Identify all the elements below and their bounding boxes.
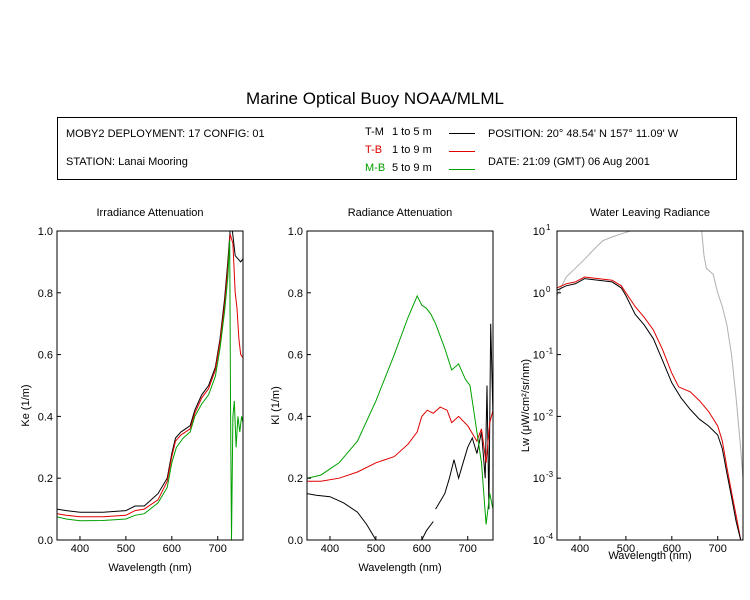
station-label: STATION: Lanai Mooring — [66, 156, 188, 168]
series-line-2-0 — [557, 231, 631, 296]
y-axis-label: Lw (μW/cm²/sr/nm) — [520, 359, 532, 452]
y-axis-label: Ke (1/m) — [20, 384, 32, 426]
y-axis-label: Kl (1/m) — [270, 386, 282, 425]
x-tick-label: 400 — [71, 543, 89, 555]
y-tick-label: 10 — [533, 411, 545, 423]
chart-title: Irradiance Attenuation — [96, 207, 203, 219]
y-tick-label: 0.0 — [38, 535, 53, 547]
y-tick-exponent: 0 — [546, 285, 551, 294]
legend-line-tb — [449, 151, 475, 152]
y-tick-label: 0.6 — [288, 350, 303, 362]
y-tick-label: 0.0 — [288, 535, 303, 547]
date-label: DATE: 21:09 (GMT) 06 Aug 2001 — [488, 156, 650, 168]
series-line-0-1 — [57, 233, 243, 518]
y-tick-exponent: -4 — [546, 532, 554, 541]
plot-frame — [56, 230, 244, 541]
series-line-1-2 — [435, 323, 493, 510]
position-label: POSITION: 20° 48.54' N 157° 11.09' W — [488, 128, 679, 140]
y-tick-label: 0.4 — [38, 411, 53, 423]
x-tick-label: 500 — [117, 543, 135, 555]
x-tick-label: 500 — [367, 543, 385, 555]
series-line-1-0 — [307, 493, 377, 540]
y-tick-label: 10 — [533, 288, 545, 300]
page-title: Marine Optical Buoy NOAA/MLML — [246, 89, 504, 108]
y-tick-label: 0.2 — [38, 473, 53, 485]
series-line-1-3 — [307, 406, 493, 482]
y-tick-exponent: -3 — [546, 470, 554, 479]
x-tick-label: 700 — [459, 543, 477, 555]
chart-title: Water Leaving Radiance — [590, 207, 710, 219]
y-tick-label: 0.8 — [38, 288, 53, 300]
series-line-1-1 — [421, 521, 434, 540]
info-box: MOBY2 DEPLOYMENT: 17 CONFIG: 01 STATION:… — [57, 117, 737, 180]
series-line-2-1 — [701, 231, 743, 479]
y-tick-exponent: -1 — [546, 347, 554, 356]
x-axis-label: Wavelength (nm) — [108, 562, 191, 574]
plot-frame — [556, 230, 744, 541]
y-tick-label: 10 — [533, 473, 545, 485]
legend-line-mb — [449, 169, 475, 170]
y-tick-label: 0.6 — [38, 350, 53, 362]
plot-frame — [306, 230, 494, 541]
legend-code-tb: T-B — [365, 144, 383, 156]
legend-line-tm — [449, 133, 475, 134]
series-line-2-3 — [557, 278, 742, 540]
series-line-0-0 — [57, 231, 243, 513]
x-axis-label: Wavelength (nm) — [608, 550, 691, 562]
y-tick-label: 10 — [533, 535, 545, 547]
series-line-1-4 — [307, 294, 493, 525]
deployment-label: MOBY2 DEPLOYMENT: 17 CONFIG: 01 — [66, 128, 265, 140]
y-tick-label: 1.0 — [38, 226, 53, 238]
x-tick-label: 400 — [571, 543, 589, 555]
x-tick-label: 400 — [321, 543, 339, 555]
y-tick-exponent: 1 — [546, 223, 551, 232]
y-tick-label: 0.8 — [288, 288, 303, 300]
x-tick-label: 600 — [163, 543, 181, 555]
y-tick-label: 1.0 — [288, 226, 303, 238]
y-tick-label: 10 — [533, 350, 545, 362]
x-tick-label: 600 — [413, 543, 431, 555]
legend-range-tm: 1 to 5 m — [392, 126, 432, 138]
x-tick-label: 500 — [617, 543, 635, 555]
series-line-2-2 — [557, 276, 742, 540]
legend-range-tb: 1 to 9 m — [392, 144, 432, 156]
legend-range-mb: 5 to 9 m — [392, 162, 432, 174]
x-tick-label: 700 — [709, 543, 727, 555]
chart-title: Radiance Attenuation — [348, 207, 453, 219]
series-line-0-2 — [57, 240, 243, 540]
y-tick-label: 0.2 — [288, 473, 303, 485]
legend-code-mb: M-B — [365, 162, 386, 174]
legend-code-tm: T-M — [365, 126, 384, 138]
x-axis-label: Wavelength (nm) — [358, 562, 441, 574]
x-tick-label: 700 — [209, 543, 227, 555]
y-tick-exponent: -2 — [546, 408, 554, 417]
y-tick-label: 10 — [533, 226, 545, 238]
x-tick-label: 600 — [663, 543, 681, 555]
y-tick-label: 0.4 — [288, 411, 303, 423]
